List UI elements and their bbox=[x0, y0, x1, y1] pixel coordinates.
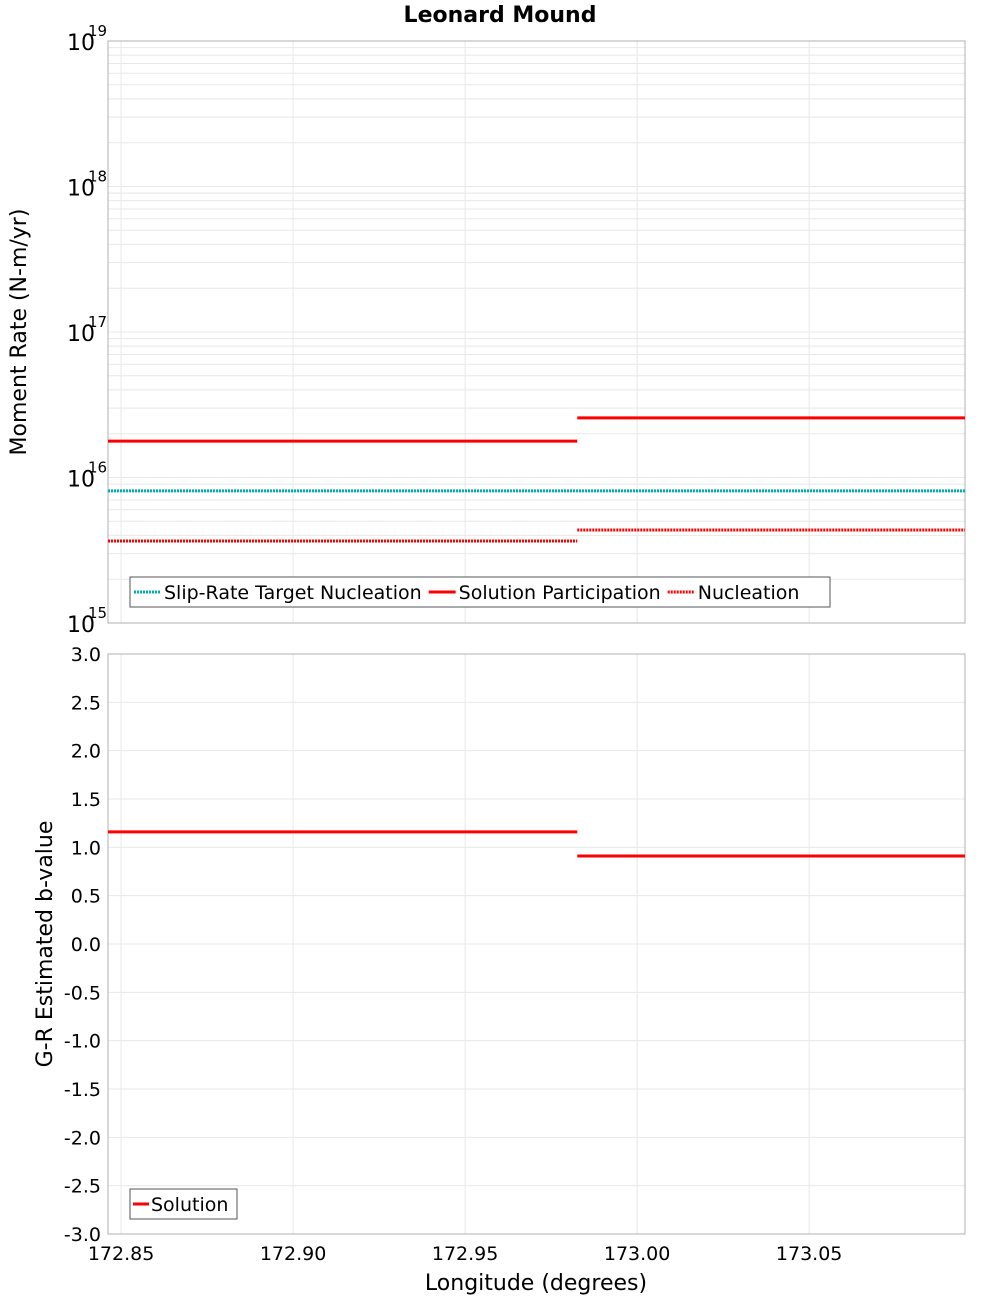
legend-box bbox=[129, 576, 831, 608]
x-tick-label: 172.90 bbox=[260, 1243, 326, 1265]
y-tick-label: 10 bbox=[67, 468, 95, 493]
y-tick-label: -1.5 bbox=[64, 1079, 101, 1101]
x-tick-label: 172.85 bbox=[88, 1243, 154, 1265]
y-tick-label: -0.5 bbox=[64, 982, 101, 1004]
y-tick-exponent: 17 bbox=[88, 313, 107, 331]
y-tick-label: 3.0 bbox=[71, 644, 101, 666]
y-tick-label: 1.0 bbox=[71, 837, 101, 859]
x-tick-label: 172.95 bbox=[432, 1243, 498, 1265]
x-tick-label: 173.05 bbox=[776, 1243, 842, 1265]
y-tick-label: -2.0 bbox=[64, 1127, 101, 1149]
y-axis-label-bottom: G-R Estimated b-value bbox=[33, 821, 58, 1068]
y-tick-exponent: 16 bbox=[88, 459, 107, 477]
y-tick-label: 1.5 bbox=[71, 789, 101, 811]
x-tick-label: 173.00 bbox=[604, 1243, 670, 1265]
plot-border bbox=[107, 653, 966, 1235]
y-tick-label: -1.0 bbox=[64, 1031, 101, 1053]
y-tick-label: 10 bbox=[67, 177, 95, 202]
y-tick-label: 2.5 bbox=[71, 692, 101, 714]
legend-label: Slip-Rate Target Nucleation bbox=[164, 582, 422, 604]
legend-label: Nucleation bbox=[698, 582, 800, 604]
legend-bottom: Solution bbox=[129, 1188, 238, 1220]
y-tick-label: 2.0 bbox=[71, 741, 101, 763]
y-tick-label: 10 bbox=[67, 31, 95, 56]
y-tick-label: -2.5 bbox=[64, 1176, 101, 1198]
legend-label: Solution bbox=[151, 1194, 228, 1216]
legend-top: Slip-Rate Target Nucleation Solution Part… bbox=[129, 576, 831, 608]
y-tick-exponent: 18 bbox=[88, 168, 107, 186]
plot-border bbox=[107, 40, 966, 624]
y-tick-exponent: 15 bbox=[88, 604, 107, 622]
y-tick-label: 0.0 bbox=[71, 934, 101, 956]
y-tick-label: 10 bbox=[67, 322, 95, 347]
y-tick-label: 0.5 bbox=[71, 886, 101, 908]
y-tick-label: -3.0 bbox=[64, 1224, 101, 1246]
x-axis-label: Longitude (degrees) bbox=[425, 1271, 647, 1296]
chart-title: Leonard Mound bbox=[404, 3, 597, 28]
y-axis-label-top: Moment Rate (N-m/yr) bbox=[7, 209, 32, 456]
y-tick-exponent: 19 bbox=[88, 22, 107, 40]
legend-label: Solution Participation bbox=[459, 582, 661, 604]
y-tick-label: 10 bbox=[67, 613, 95, 638]
